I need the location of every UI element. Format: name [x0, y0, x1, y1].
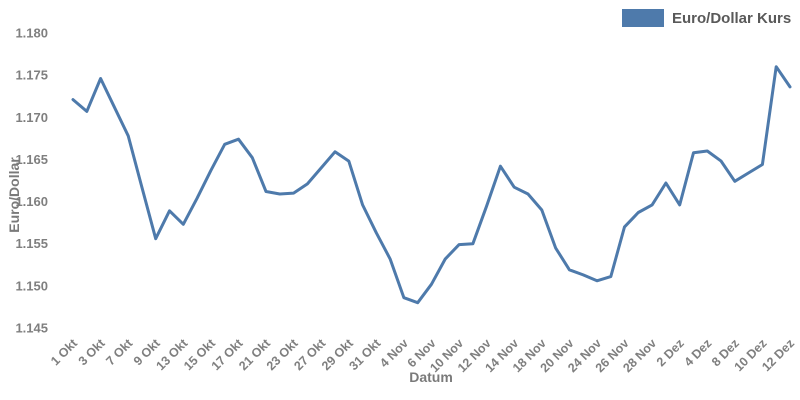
y-tick-label: 1.165	[15, 152, 48, 167]
y-tick-label: 1.170	[15, 110, 48, 125]
x-tick-label: 1 Okt	[48, 336, 81, 369]
legend: Euro/Dollar Kurs	[622, 9, 791, 27]
y-tick-label: 1.150	[15, 278, 48, 293]
x-tick-label: 7 Okt	[103, 336, 136, 369]
x-tick-label: 2 Dez	[654, 336, 687, 369]
legend-label: Euro/Dollar Kurs	[672, 9, 792, 27]
euro-dollar-line-series	[71, 65, 792, 305]
y-axis-title: Euro/Dollar	[6, 157, 22, 233]
legend-swatch	[622, 9, 664, 27]
y-tick-label: 1.175	[15, 68, 48, 83]
x-tick-label: 31 Okt	[346, 336, 384, 374]
y-tick-label: 1.155	[15, 236, 48, 251]
x-tick-label: 3 Okt	[76, 336, 109, 369]
y-tick-label: 1.160	[15, 194, 48, 209]
x-tick-label: 4 Dez	[681, 336, 714, 369]
y-tick-label: 1.145	[15, 321, 48, 336]
y-tick-label: 1.180	[15, 26, 48, 41]
x-tick-label: 4 Nov	[377, 336, 411, 370]
x-axis-title: Datum	[409, 369, 453, 385]
y-axis-ticks: 1.180 1.175 1.170 1.165 1.160 1.155 1.150 1.145	[15, 26, 48, 336]
